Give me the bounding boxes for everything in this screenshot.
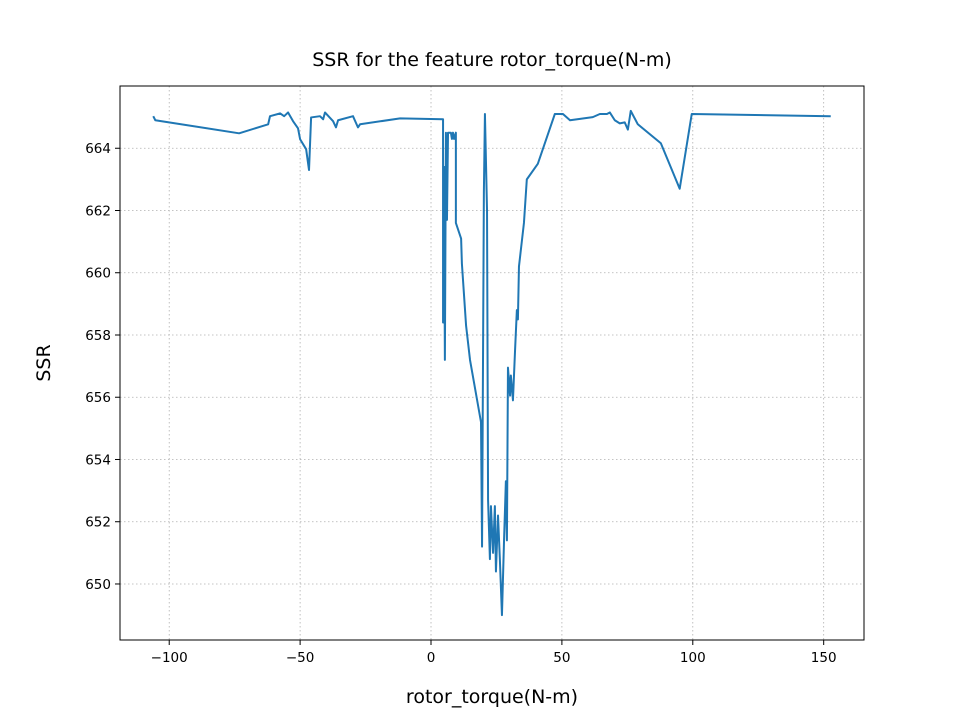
x-tick-label: 50: [553, 650, 570, 666]
y-tick-label: 656: [85, 390, 111, 406]
y-tick-label: 654: [85, 452, 111, 468]
y-tick-label: 664: [85, 141, 111, 157]
chart-title: SSR for the feature rotor_torque(N-m): [312, 49, 672, 71]
y-tick-label: 652: [85, 515, 111, 531]
y-tick-label: 662: [85, 203, 111, 219]
y-axis-title: SSR: [33, 344, 55, 381]
x-tick-label: −50: [286, 650, 315, 666]
y-tick-label: 658: [85, 328, 111, 344]
x-tick-label: 100: [680, 650, 706, 666]
plot-frame: [119, 85, 865, 641]
y-tick-label: 650: [85, 577, 111, 593]
x-tick-label: 0: [427, 650, 436, 666]
x-tick-label: 150: [811, 650, 837, 666]
x-axis-title: rotor_torque(N-m): [406, 686, 578, 708]
y-tick-label: 660: [85, 266, 111, 282]
x-tick-label: −100: [151, 650, 188, 666]
data-line: [152, 109, 831, 617]
